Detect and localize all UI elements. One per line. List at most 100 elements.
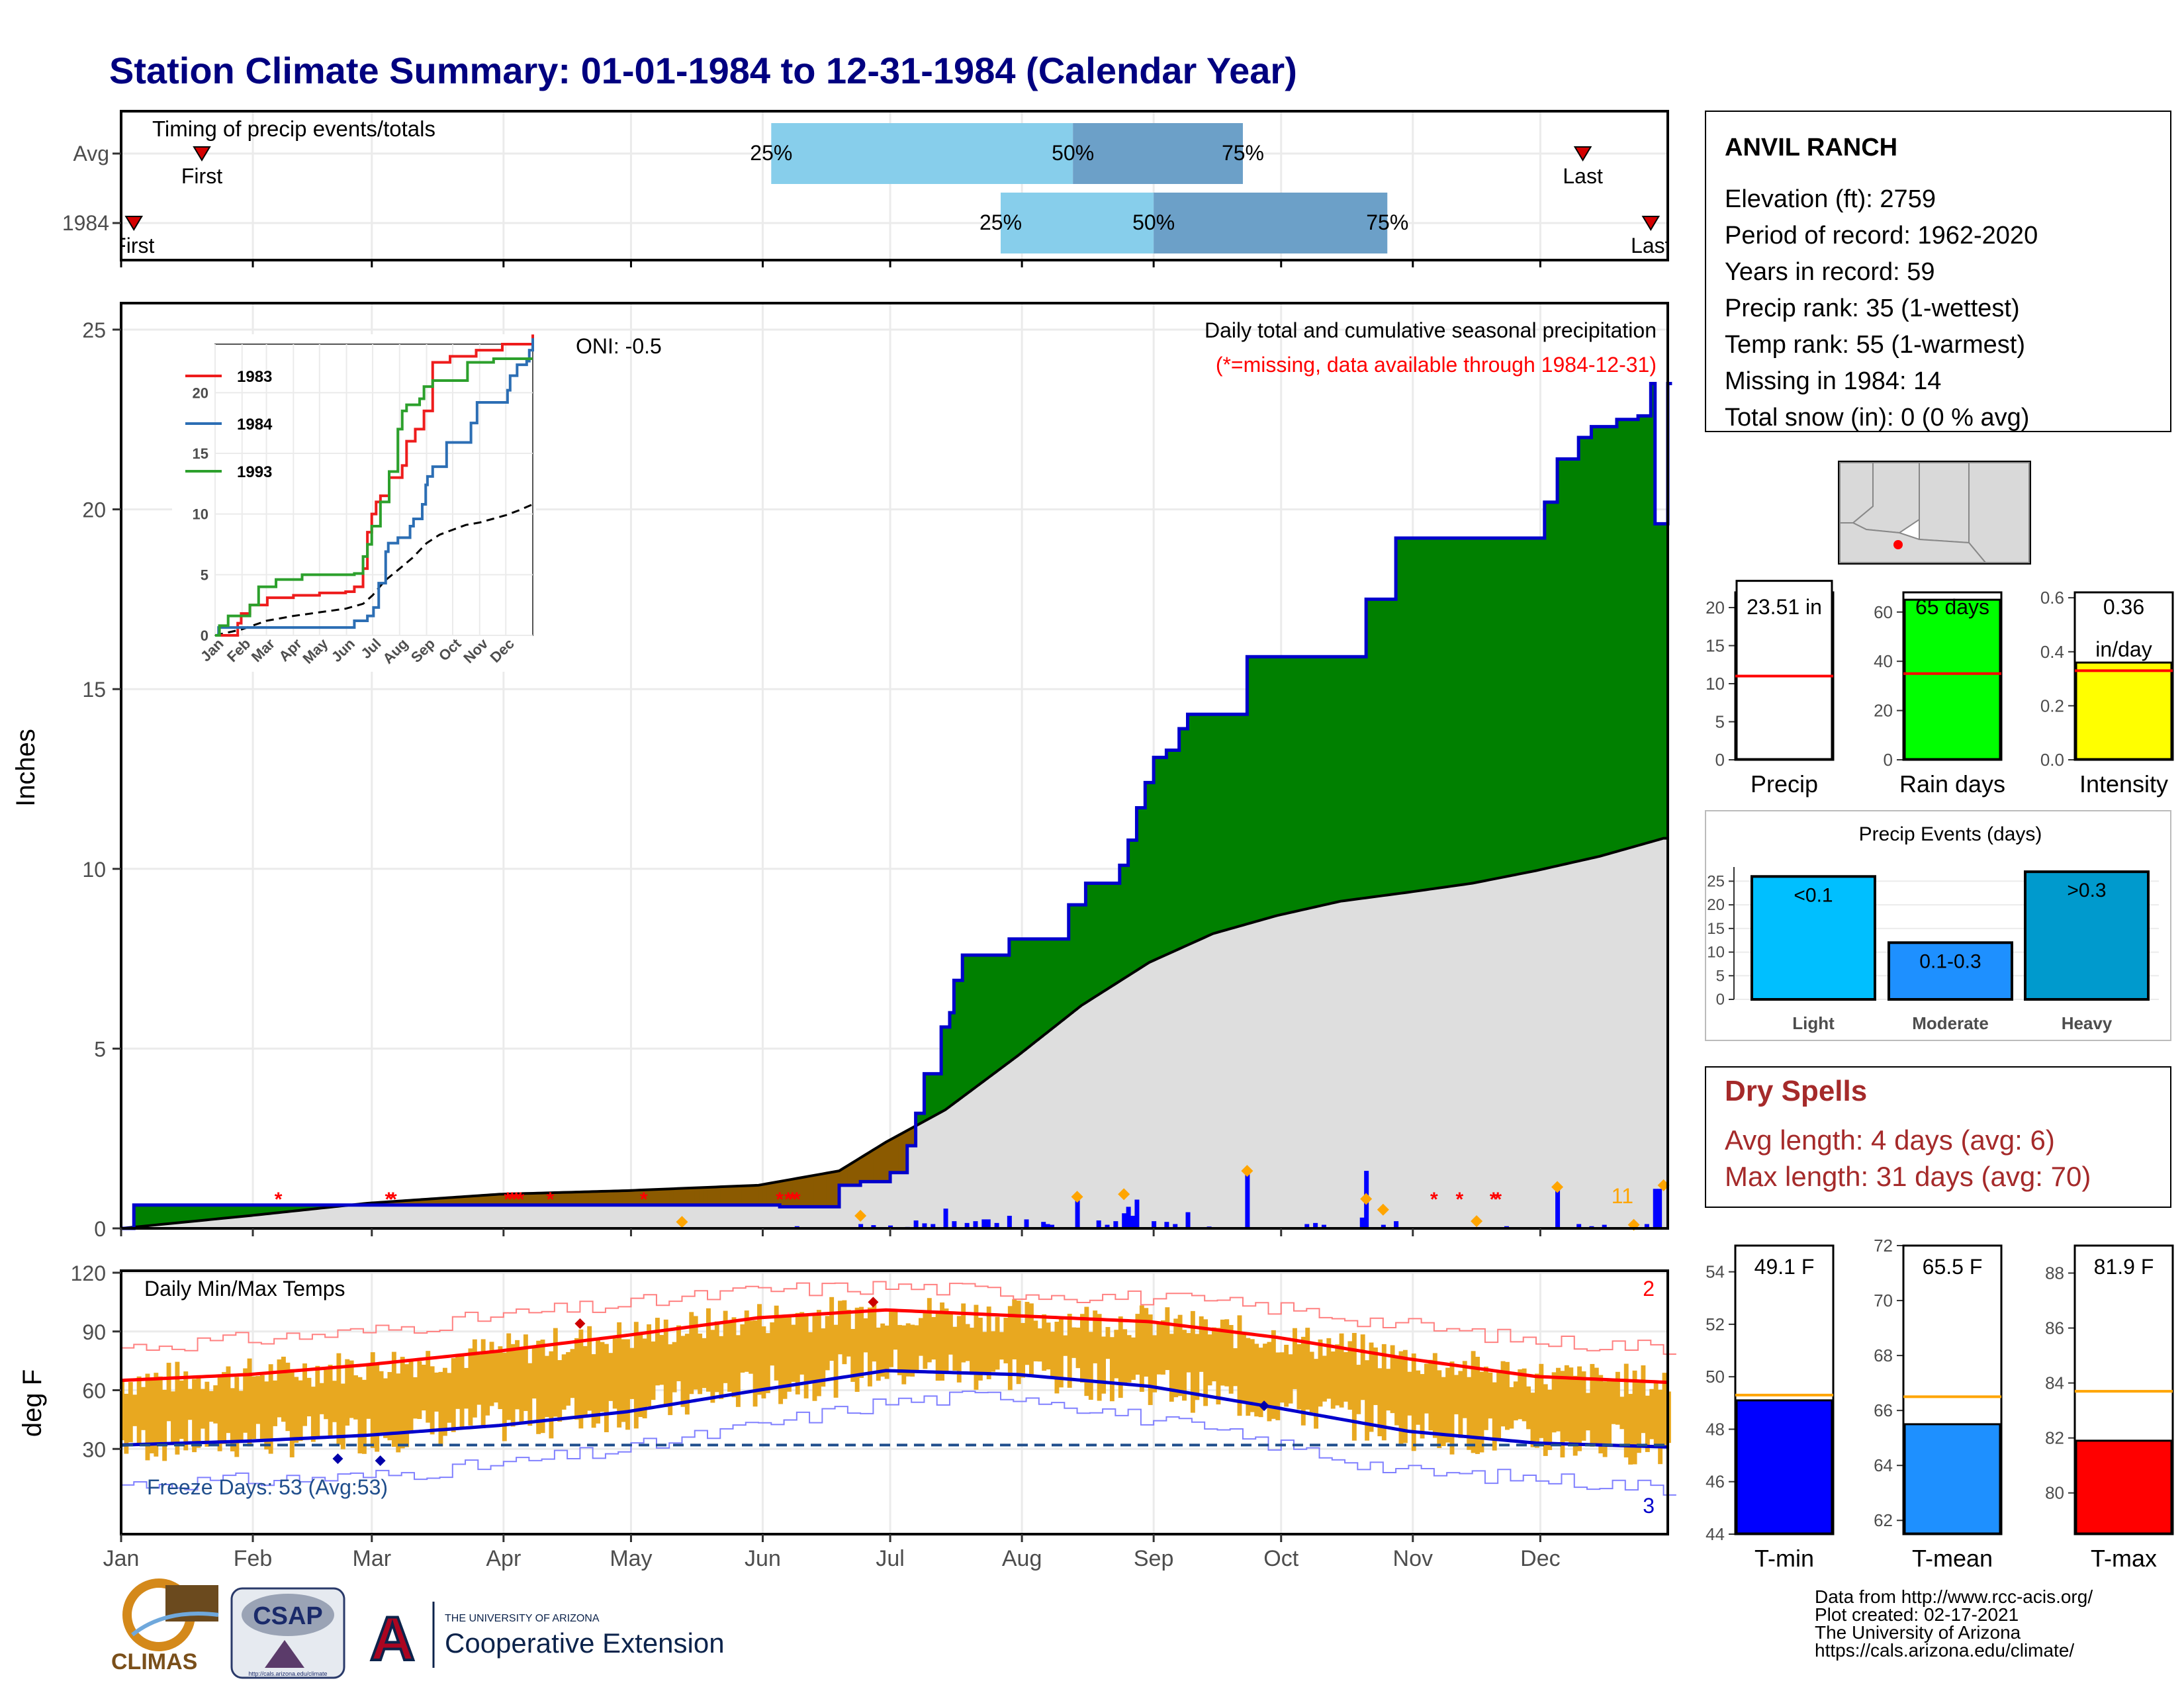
inset-ytick-label: 0: [201, 627, 208, 644]
daily-temp-range: [375, 1364, 379, 1451]
daily-temp-range: [1458, 1371, 1463, 1438]
below-normal-fill: [733, 1186, 738, 1205]
above-normal-fill: [210, 1205, 215, 1220]
above-normal-fill: [1430, 538, 1434, 889]
daily-temp-range: [1182, 1330, 1187, 1400]
daily-temp-range: [859, 1307, 864, 1378]
timing-range-upper: [1154, 193, 1387, 253]
above-normal-fill: [223, 1205, 228, 1218]
below-normal-fill: [852, 1162, 856, 1185]
daily-temp-range: [366, 1363, 371, 1419]
above-normal-fill: [1290, 657, 1295, 912]
above-normal-fill: [1294, 657, 1298, 911]
summary-ytick-label: 0.4: [2040, 642, 2064, 662]
above-normal-fill: [1324, 657, 1328, 904]
above-normal-fill: [1243, 714, 1248, 925]
daily-temp-range: [999, 1332, 1004, 1360]
daily-temp-range: [864, 1318, 868, 1352]
daily-temp-range: [906, 1323, 911, 1376]
missing-day-marker: *: [1456, 1189, 1464, 1211]
daily-temp-range: [451, 1358, 456, 1432]
above-normal-fill: [1018, 939, 1023, 1054]
daily-temp-range: [778, 1315, 783, 1404]
daily-temp-range: [672, 1342, 677, 1393]
above-normal-fill: [1438, 538, 1443, 888]
daily-temp-range: [970, 1328, 974, 1373]
below-normal-fill: [869, 1151, 874, 1181]
above-normal-fill: [1647, 416, 1651, 843]
daily-temp-range: [638, 1332, 643, 1417]
below-normal-fill: [907, 1129, 912, 1146]
above-normal-fill: [1056, 939, 1060, 1024]
precip-ytick-label: 25: [82, 318, 106, 342]
below-normal-fill: [890, 1138, 895, 1172]
daily-temp-range: [659, 1335, 664, 1385]
tempbar-t-mean: [1905, 1424, 2000, 1533]
daily-temp-range: [409, 1361, 414, 1434]
above-normal-fill: [1048, 939, 1052, 1031]
above-normal-fill: [929, 1074, 933, 1118]
daily-temp-range: [872, 1304, 876, 1361]
daily-temp-range: [1122, 1329, 1127, 1383]
daily-temp-range: [770, 1322, 774, 1365]
above-normal-fill: [1034, 939, 1039, 1041]
missing-day-marker: *: [389, 1189, 397, 1211]
daily-temp-range: [732, 1317, 737, 1397]
daily-temp-range: [473, 1340, 477, 1418]
daily-precip-bar: [981, 1219, 986, 1228]
above-normal-fill: [1400, 538, 1405, 893]
missing-day-marker: *: [517, 1189, 525, 1211]
daily-temp-range: [966, 1324, 970, 1361]
below-normal-fill: [873, 1149, 878, 1182]
below-normal-fill: [635, 1190, 640, 1205]
below-normal-fill: [686, 1188, 691, 1205]
daily-temp-range: [422, 1365, 426, 1410]
above-normal-fill: [1578, 437, 1583, 860]
missing-day-marker: *: [275, 1189, 283, 1211]
daily-temp-range: [1267, 1342, 1271, 1422]
daily-temp-range: [1195, 1334, 1199, 1400]
daily-temp-range: [379, 1371, 384, 1433]
above-normal-fill: [1341, 657, 1345, 901]
above-normal-fill: [1141, 807, 1146, 966]
below-normal-fill: [827, 1173, 831, 1207]
above-normal-fill: [1426, 538, 1430, 890]
daily-temp-range: [1552, 1372, 1557, 1432]
month-label: Nov: [1393, 1546, 1433, 1571]
summary-ytick-label: 0.2: [2040, 696, 2064, 715]
daily-precip-bar: [1024, 1219, 1029, 1228]
daily-temp-range: [383, 1379, 388, 1438]
above-normal-fill: [1260, 657, 1265, 919]
above-normal-fill: [1277, 657, 1281, 915]
above-normal-fill: [1315, 657, 1320, 906]
above-normal-fill: [1532, 538, 1537, 871]
events-ytick-label: 20: [1707, 896, 1725, 914]
daily-temp-range: [179, 1381, 184, 1439]
above-normal-fill: [1404, 538, 1409, 892]
daily-temp-range: [1097, 1314, 1102, 1400]
above-normal-fill: [958, 980, 963, 1099]
daily-temp-range: [434, 1373, 439, 1412]
daily-temp-range: [680, 1336, 685, 1406]
below-normal-fill: [822, 1173, 827, 1207]
above-normal-fill: [172, 1205, 177, 1223]
tempbar-ytick-label: 52: [1706, 1314, 1725, 1334]
below-normal-fill: [584, 1192, 589, 1205]
below-normal-fill: [606, 1191, 610, 1205]
daily-temp-range: [1046, 1322, 1051, 1369]
daily-temp-range: [1297, 1344, 1301, 1410]
above-normal-fill: [1489, 538, 1494, 880]
below-normal-fill: [878, 1146, 882, 1182]
above-normal-fill: [240, 1205, 245, 1216]
daily-temp-range: [1199, 1316, 1204, 1372]
daily-temp-range: [880, 1324, 885, 1377]
daily-temp-range: [706, 1308, 711, 1392]
summary-ytick-label: 5: [1715, 712, 1725, 732]
daily-temp-range: [1106, 1327, 1111, 1359]
daily-temp-range: [146, 1374, 150, 1461]
temp-ytick-label: 120: [71, 1261, 106, 1285]
daily-temp-range: [893, 1309, 898, 1349]
timing-range-lower: [771, 123, 1073, 184]
daily-temp-range: [1318, 1340, 1323, 1406]
